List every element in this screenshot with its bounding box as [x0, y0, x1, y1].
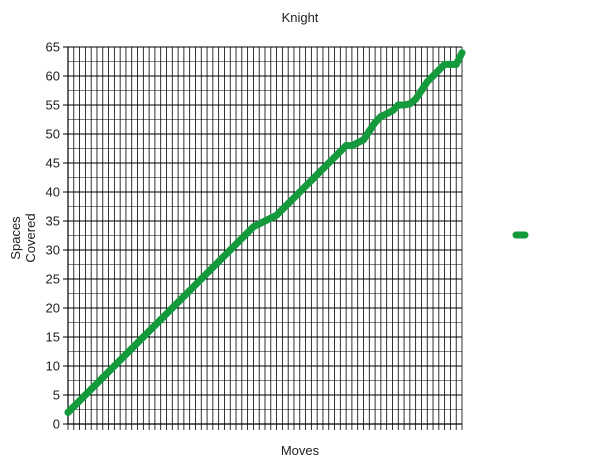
y-tick-label: 40	[46, 185, 60, 200]
data-point	[412, 95, 420, 103]
data-point	[238, 234, 246, 242]
data-point	[273, 211, 281, 219]
data-point	[290, 194, 298, 202]
data-point	[116, 356, 124, 364]
y-tick-label: 25	[46, 272, 60, 287]
data-point	[261, 217, 269, 225]
data-point	[371, 118, 379, 126]
y-tick-label: 65	[46, 40, 60, 55]
data-point	[452, 60, 460, 68]
data-point	[209, 263, 217, 271]
data-point	[232, 240, 240, 248]
data-point	[365, 127, 373, 135]
data-point	[307, 176, 315, 184]
data-point	[220, 252, 228, 260]
y-axis-label-line-2: Covered	[23, 213, 38, 262]
data-point	[197, 275, 205, 283]
data-point	[244, 229, 252, 237]
chart-axes	[63, 46, 462, 425]
data-point	[400, 101, 408, 109]
data-point	[93, 379, 101, 387]
data-point	[377, 113, 385, 121]
y-tick-label: 30	[46, 243, 60, 258]
y-tick-label: 50	[46, 127, 60, 142]
data-point	[168, 304, 176, 312]
y-tick-label: 5	[53, 388, 60, 403]
y-tick-label: 55	[46, 98, 60, 113]
data-point	[458, 49, 466, 57]
data-point	[267, 214, 275, 222]
y-axis-label: Spaces Covered	[8, 213, 38, 262]
data-point	[342, 142, 350, 150]
data-point	[151, 321, 159, 329]
data-point	[383, 110, 391, 118]
data-point	[429, 72, 437, 80]
data-point	[180, 292, 188, 300]
data-point	[226, 246, 234, 254]
data-point	[319, 165, 327, 173]
data-point	[186, 287, 194, 295]
data-point	[163, 310, 170, 318]
data-point	[348, 142, 356, 150]
data-point	[296, 188, 304, 196]
data-point	[394, 101, 402, 109]
data-point	[76, 397, 84, 405]
data-point	[215, 258, 223, 266]
chart-series	[64, 49, 466, 416]
data-point	[331, 153, 339, 161]
data-point	[255, 220, 263, 228]
data-point	[139, 333, 147, 341]
data-point	[99, 374, 107, 382]
data-point	[203, 269, 211, 277]
data-point	[110, 362, 118, 370]
data-point	[441, 60, 449, 68]
data-point	[70, 403, 78, 411]
data-point	[406, 100, 414, 108]
data-point	[435, 66, 443, 74]
y-tick-label: 45	[46, 156, 60, 171]
data-point	[417, 87, 425, 94]
data-point	[423, 78, 431, 86]
data-point	[325, 159, 333, 167]
y-tick-labels: 0 5 10 15 20 25 30 35 40 45 50 55 60 65	[46, 40, 60, 432]
data-point	[284, 200, 292, 208]
x-axis-label: Moves	[281, 443, 320, 458]
data-point	[249, 223, 257, 231]
data-point	[105, 368, 113, 376]
data-point	[446, 60, 454, 68]
chart-title: Knight	[282, 10, 319, 25]
y-axis-label-line-1: Spaces	[8, 216, 23, 260]
data-point	[174, 298, 182, 306]
data-point	[336, 147, 344, 155]
y-tick-label: 60	[46, 69, 60, 84]
data-point	[64, 408, 72, 416]
data-point	[302, 182, 310, 190]
chart-grid	[67, 46, 463, 430]
data-point	[388, 107, 396, 115]
data-point	[354, 139, 362, 147]
y-tick-label: 15	[46, 330, 60, 345]
data-point	[145, 327, 153, 335]
data-point	[278, 205, 286, 213]
y-tick-label: 10	[46, 359, 60, 374]
data-point	[81, 391, 89, 399]
y-tick-label: 35	[46, 214, 60, 229]
data-point	[134, 339, 142, 347]
data-point	[128, 345, 136, 353]
data-point	[191, 281, 199, 289]
data-point	[313, 171, 321, 179]
data-point	[122, 350, 130, 358]
data-point	[360, 136, 367, 144]
y-tick-label: 20	[46, 301, 60, 316]
data-point	[87, 385, 95, 393]
y-tick-label: 0	[53, 417, 60, 432]
data-point	[157, 316, 165, 324]
